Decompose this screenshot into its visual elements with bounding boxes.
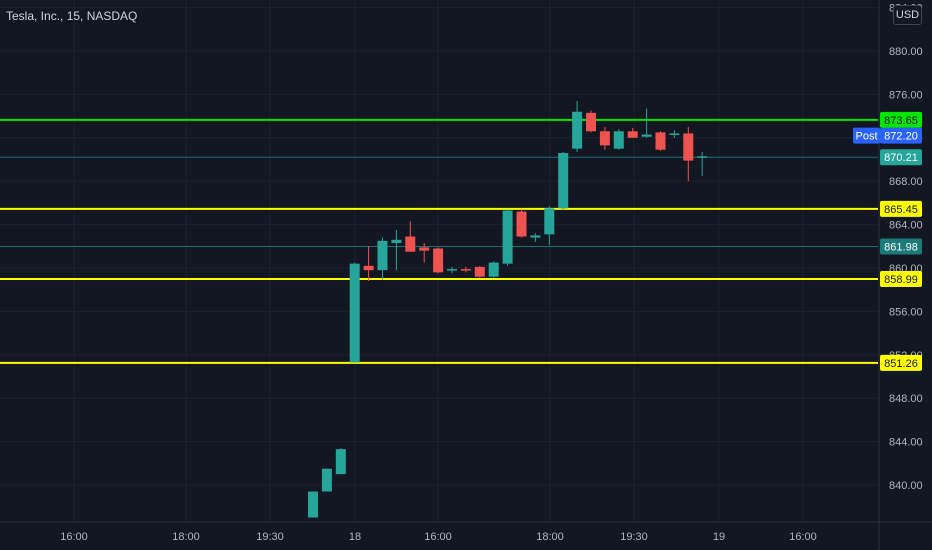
candle-body	[488, 262, 499, 277]
price-line-label-bg	[880, 200, 922, 217]
candle-body	[572, 111, 583, 149]
x-tick-label: 18:00	[172, 531, 200, 543]
y-tick-label: 840.00	[889, 480, 923, 492]
candle-body	[641, 134, 652, 137]
candle-body	[308, 491, 318, 518]
candle-body	[586, 112, 596, 132]
y-tick-label: 880.00	[889, 46, 923, 58]
price-line-label: 858.99	[884, 274, 918, 286]
price-line-label: 873.65	[884, 115, 918, 127]
y-tick-label: 876.00	[889, 89, 923, 101]
y-tick-label: 844.00	[889, 437, 923, 449]
y-tick-label: 868.00	[889, 176, 923, 188]
candle-body	[516, 211, 527, 237]
x-tick-label: 19	[713, 531, 725, 543]
y-tick-label: 848.00	[889, 393, 923, 405]
candle-body	[321, 468, 332, 492]
marker-label: 872.20	[884, 131, 918, 143]
candle-body	[349, 263, 360, 363]
price-line-label-bg	[880, 354, 922, 371]
x-tick-label: 16:00	[60, 531, 88, 543]
candle-body	[363, 265, 374, 271]
candle-body	[697, 156, 708, 158]
marker-label-bg	[880, 127, 922, 144]
candle-body	[558, 152, 569, 209]
candle-body	[613, 131, 624, 149]
candle-body	[655, 132, 666, 150]
y-tick-label: 856.00	[889, 306, 923, 318]
marker-label: 861.98	[884, 242, 918, 254]
candle-body	[419, 247, 430, 251]
marker-label: 870.21	[884, 152, 918, 164]
candle-body	[669, 133, 680, 135]
y-tick-label: 864.00	[889, 220, 923, 232]
price-line-label-bg	[880, 270, 922, 287]
candle-body	[683, 133, 694, 161]
chart-title: Tesla, Inc., 15, NASDAQ	[6, 9, 138, 23]
x-tick-label: 19:30	[256, 531, 284, 543]
candle-body	[599, 131, 610, 146]
price-line-label: 851.26	[884, 358, 918, 370]
candle-body	[405, 236, 416, 252]
candle-body	[460, 269, 471, 271]
currency-button[interactable]: USD	[893, 5, 922, 25]
candle-body	[627, 131, 638, 138]
marker-label-bg	[880, 149, 922, 166]
candle-body	[377, 240, 388, 271]
candle-body	[502, 210, 513, 264]
post-badge: Post	[855, 131, 877, 143]
candle-body	[433, 248, 444, 273]
candle-body	[335, 449, 346, 475]
candle-body	[544, 208, 555, 235]
candle-body	[391, 239, 402, 244]
candle-body	[474, 266, 485, 277]
x-tick-label: 16:00	[424, 531, 452, 543]
x-tick-label: 18	[349, 531, 361, 543]
x-tick-label: 16:00	[789, 531, 817, 543]
candle-body	[447, 269, 457, 271]
marker-label-bg	[880, 238, 922, 255]
x-tick-label: 18:00	[536, 531, 564, 543]
price-line-label-bg	[880, 111, 922, 128]
post-badge-bg	[853, 127, 880, 144]
candle-body	[530, 235, 541, 238]
x-tick-label: 19:30	[620, 531, 648, 543]
price-line-label: 865.45	[884, 204, 918, 216]
